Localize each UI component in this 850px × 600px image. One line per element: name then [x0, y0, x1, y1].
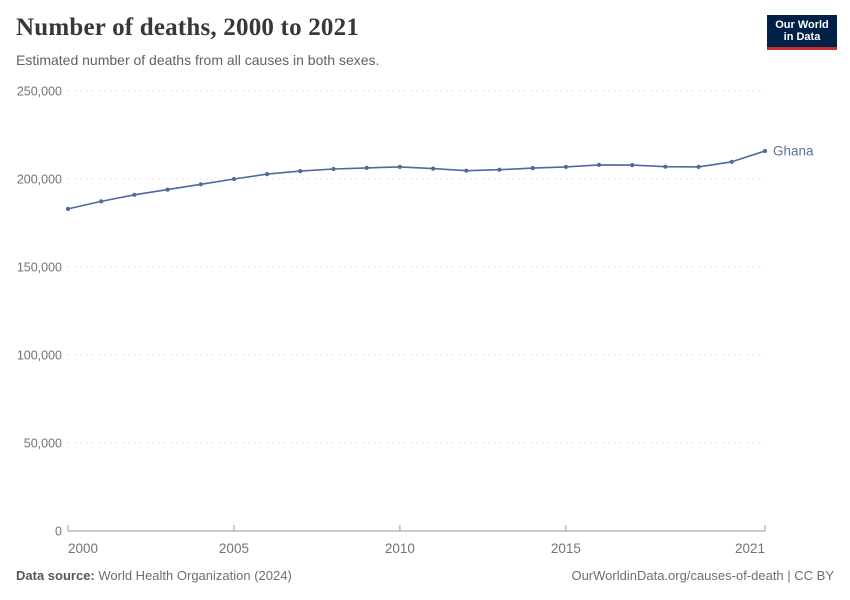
- data-point-2009[interactable]: [364, 165, 369, 170]
- data-point-2012[interactable]: [464, 168, 469, 173]
- data-point-2002[interactable]: [132, 192, 137, 197]
- series-line-ghana[interactable]: [67, 150, 766, 210]
- chart-title: Number of deaths, 2000 to 2021: [16, 14, 360, 41]
- y-axis-tick-label: 100,000: [17, 349, 62, 363]
- data-point-2003[interactable]: [165, 187, 170, 192]
- x-axis-tick-label: 2000: [68, 541, 98, 556]
- chart-footer: Data source: World Health Organization (…: [16, 568, 834, 583]
- y-axis-tick-label: 200,000: [17, 173, 62, 187]
- data-point-2004[interactable]: [198, 182, 203, 187]
- x-axis-tick-label: 2005: [219, 541, 249, 556]
- owid-logo-line2: in Data: [783, 31, 821, 43]
- data-point-2007[interactable]: [298, 169, 303, 174]
- data-point-2015[interactable]: [563, 164, 569, 169]
- y-axis-tick-label: 50,000: [24, 437, 62, 451]
- y-axis-tick-label: 150,000: [17, 261, 62, 275]
- data-point-2001[interactable]: [99, 199, 104, 204]
- data-point-2011[interactable]: [431, 166, 436, 171]
- owid-logo[interactable]: Our World in Data: [767, 15, 837, 50]
- x-axis-tick-label: 2021: [735, 541, 765, 556]
- data-point-2019[interactable]: [696, 164, 701, 169]
- data-source-note: Data source: World Health Organization (…: [16, 568, 292, 583]
- y-axis-tick-label: 250,000: [17, 85, 62, 99]
- data-point-2013[interactable]: [497, 167, 502, 172]
- data-point-2017[interactable]: [630, 163, 635, 168]
- chart-subtitle: Estimated number of deaths from all caus…: [16, 52, 380, 68]
- owid-logo-line1: Our World: [775, 18, 829, 31]
- data-point-2000[interactable]: [65, 206, 71, 211]
- data-point-2014[interactable]: [530, 166, 535, 171]
- x-axis-tick-label: 2015: [551, 541, 581, 556]
- data-point-2006[interactable]: [265, 172, 270, 177]
- data-source-value: World Health Organization (2024): [94, 568, 292, 583]
- y-axis-tick-label: 0: [55, 525, 62, 539]
- x-axis-tick-label: 2010: [385, 541, 415, 556]
- data-point-2016[interactable]: [596, 162, 602, 167]
- series-label-ghana[interactable]: Ghana: [773, 144, 814, 159]
- data-point-2018[interactable]: [663, 164, 668, 169]
- data-source-label: Data source:: [16, 568, 95, 583]
- data-point-2010[interactable]: [397, 164, 402, 169]
- data-point-2021[interactable]: [762, 148, 768, 154]
- data-point-2005[interactable]: [231, 176, 237, 182]
- data-point-2020[interactable]: [729, 159, 734, 164]
- owid-citation-link[interactable]: OurWorldinData.org/causes-of-death | CC …: [571, 568, 834, 583]
- data-point-2008[interactable]: [331, 166, 336, 172]
